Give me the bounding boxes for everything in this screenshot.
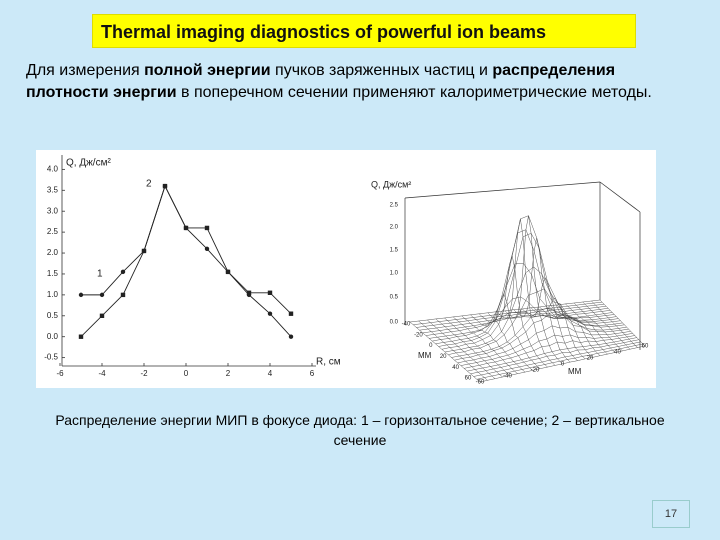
y-tick-label: 4.0 xyxy=(47,164,59,173)
point xyxy=(288,334,294,339)
y-tick-label: 2.5 xyxy=(47,227,59,236)
point xyxy=(162,183,168,189)
right-axis-title: ММ xyxy=(568,367,582,376)
y-tick-label: -0.5 xyxy=(44,353,58,362)
mesh-line xyxy=(530,297,586,360)
x-axis-title: R, см xyxy=(316,357,341,368)
point xyxy=(78,292,84,298)
mesh-line xyxy=(565,303,616,353)
point xyxy=(120,269,126,275)
mesh-line xyxy=(539,306,593,358)
mesh-line xyxy=(479,345,646,383)
left-axis-title: ММ xyxy=(418,351,432,360)
x-tick-label: 2 xyxy=(226,369,231,378)
paragraph: Для измерения полной энергии пучков заря… xyxy=(26,60,698,104)
mesh-line xyxy=(460,333,633,366)
right-tick-label: -60 xyxy=(476,380,485,386)
series-label: 2 xyxy=(146,179,152,190)
mesh-line xyxy=(444,266,623,353)
x-tick-label: -4 xyxy=(98,369,106,378)
text-run: распределения плотности энергии xyxy=(26,62,616,101)
mesh-line xyxy=(513,237,571,363)
z-tick-label: 2.0 xyxy=(390,225,399,231)
y-tick-label: 1.5 xyxy=(47,269,59,278)
y-tick-label: 2.0 xyxy=(47,248,59,257)
x-tick-label: -6 xyxy=(56,369,64,378)
page-number: 17 xyxy=(652,500,690,528)
mesh-line xyxy=(476,343,644,380)
x-tick-label: -2 xyxy=(140,369,148,378)
point xyxy=(246,290,252,295)
mesh-line xyxy=(451,307,627,358)
left-tick-label: -40 xyxy=(402,322,411,328)
left-tick-label: 40 xyxy=(452,365,459,371)
left-tick-label: 20 xyxy=(440,354,447,360)
point xyxy=(78,334,84,339)
text-run: полной энергии xyxy=(144,62,271,79)
right-tick-label: 20 xyxy=(587,356,594,362)
mesh-line xyxy=(556,304,608,355)
z-tick-label: 0.5 xyxy=(390,295,399,301)
figure-background xyxy=(36,150,656,388)
point xyxy=(267,311,273,316)
mesh-line xyxy=(470,339,639,375)
point xyxy=(99,313,105,318)
mesh-line xyxy=(599,299,646,347)
point xyxy=(204,246,210,252)
y-tick-label: 3.0 xyxy=(47,206,59,215)
figure: -0.50.00.51.01.52.02.53.03.54.0-6 -4 -2 0 2 4… xyxy=(36,150,656,388)
mesh-line xyxy=(548,305,601,356)
slide-title: Thermal imaging diagnostics of powerful … xyxy=(92,14,636,48)
point xyxy=(120,292,126,298)
mesh-line xyxy=(448,288,625,355)
mesh-line xyxy=(467,337,637,372)
caption: Распределение энергии МИП в фокусе диода… xyxy=(55,412,665,448)
z-axis-title: Q, Дж/см² xyxy=(371,179,411,189)
left-tick-label: 60 xyxy=(465,376,472,382)
y-tick-label: 3.5 xyxy=(47,185,59,194)
point xyxy=(99,292,105,298)
series-label: 1 xyxy=(97,269,103,280)
point xyxy=(183,225,189,231)
right-tick-label: 60 xyxy=(642,344,649,350)
right-tick-label: -40 xyxy=(503,374,512,380)
mesh-line xyxy=(573,302,623,352)
y-tick-label: 1.0 xyxy=(47,290,59,299)
point xyxy=(204,225,210,231)
mesh-line xyxy=(454,313,629,361)
y-tick-label: 0.5 xyxy=(47,311,59,320)
mesh-line xyxy=(464,335,635,369)
right-tick-label: 0 xyxy=(561,362,565,368)
point xyxy=(288,311,294,316)
point xyxy=(267,290,273,295)
z-tick-label: 1.5 xyxy=(390,248,399,254)
z-tick-label: 1.0 xyxy=(390,271,399,277)
left-tick-label: -20 xyxy=(414,332,423,338)
left-tick-label: 0 xyxy=(429,343,433,349)
mesh-line xyxy=(582,301,631,350)
text-run: в поперечном сечении применяют калоримет… xyxy=(176,84,652,101)
x-tick-label: 0 xyxy=(184,369,189,378)
x-tick-label: 4 xyxy=(268,369,273,378)
box-edge xyxy=(599,181,641,213)
mesh-line xyxy=(473,341,641,377)
z-tick-label: 2.5 xyxy=(390,203,399,209)
y-tick-label: 0.0 xyxy=(47,332,59,341)
right-tick-label: 40 xyxy=(614,350,621,356)
text-run: Для измерения xyxy=(26,62,145,79)
box-edge xyxy=(404,181,601,199)
mesh-line xyxy=(457,325,631,364)
z-tick-label: 0.0 xyxy=(390,320,399,326)
point xyxy=(225,269,231,275)
y-axis-title: Q, Дж/см² xyxy=(66,158,111,169)
x-tick-label: 6 xyxy=(310,369,315,378)
point xyxy=(141,248,147,254)
mesh-line xyxy=(591,300,638,348)
text-run: пучков заряженных частиц и xyxy=(270,62,493,79)
right-tick-label: -20 xyxy=(531,368,540,374)
